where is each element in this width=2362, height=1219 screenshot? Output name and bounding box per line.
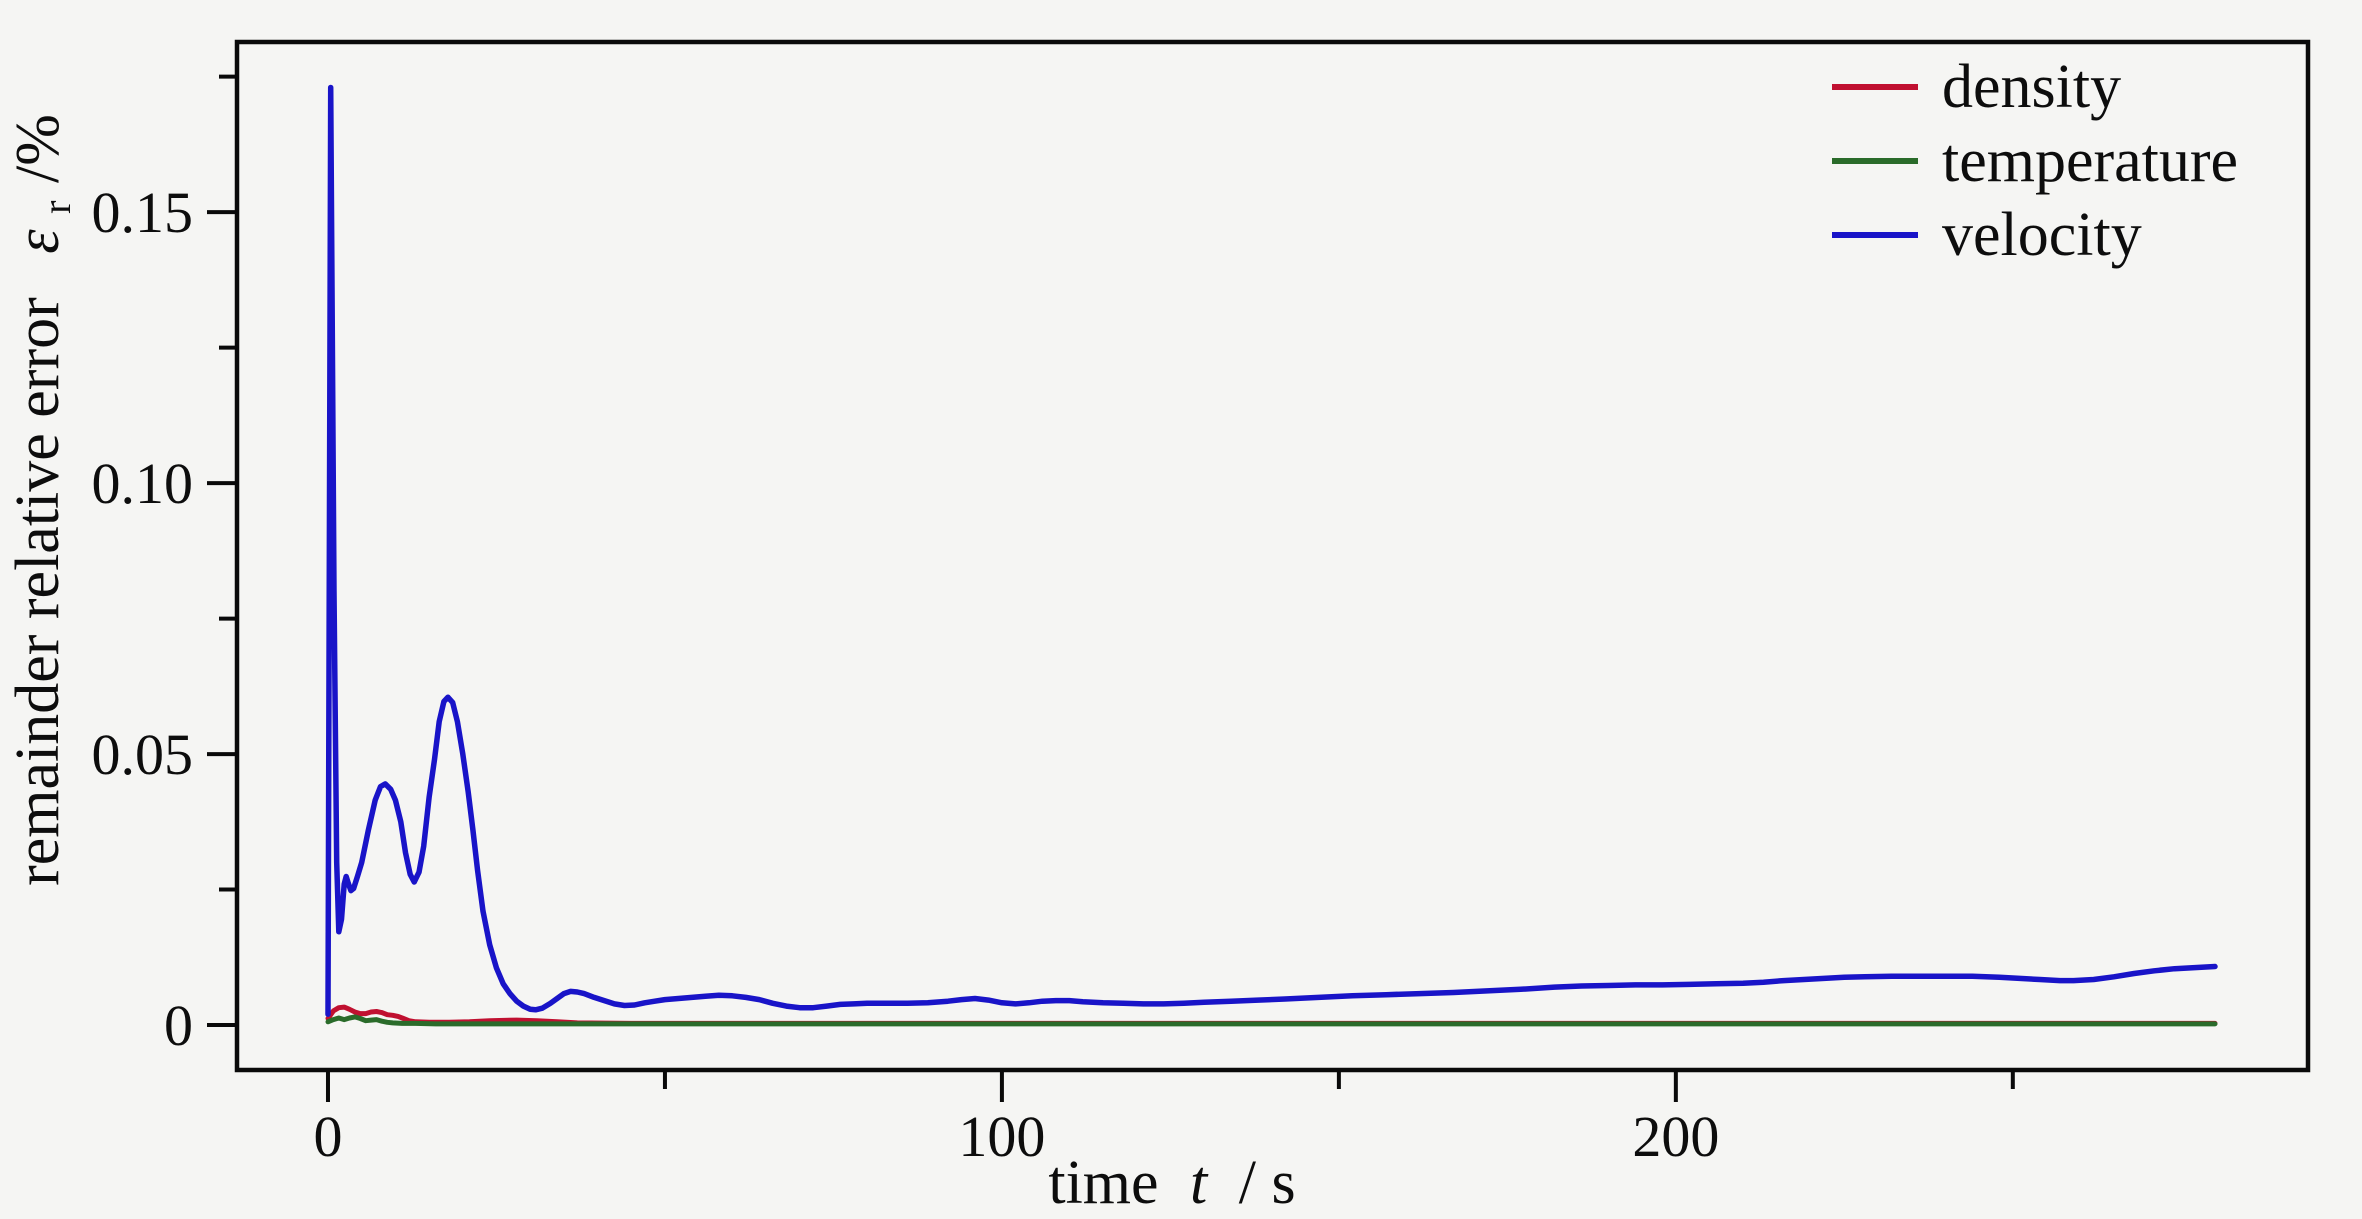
y-axis-title-symbol-subscript: r xyxy=(34,200,79,213)
legend: density temperature velocity xyxy=(1832,50,2238,272)
y-tick-label: 0 xyxy=(164,993,193,1058)
axes-frame xyxy=(234,39,2311,1073)
y-tick-label: 0.10 xyxy=(92,451,194,516)
legend-label-density: density xyxy=(1942,53,2122,121)
x-axis-title-suffix: / s xyxy=(1239,1149,1296,1217)
legend-entry-density: density xyxy=(1832,50,2238,124)
legend-label-velocity: velocity xyxy=(1942,201,2142,269)
y-tick-label: 0.15 xyxy=(92,180,194,245)
x-tick-label: 0 xyxy=(313,1104,342,1169)
y-tick-label: 0.05 xyxy=(92,722,194,787)
series-line-velocity xyxy=(325,84,2218,1017)
legend-entry-temperature: temperature xyxy=(1832,124,2238,198)
density-line-swatch xyxy=(1832,84,1918,90)
y-axis-title-prefix: remainder relative error xyxy=(4,297,72,886)
x-axis-title: time t / s xyxy=(1048,1149,1295,1217)
series-line-temperature xyxy=(325,1014,2218,1027)
temperature-line-swatch xyxy=(1832,158,1918,164)
x-tick-label: 100 xyxy=(958,1104,1045,1169)
y-axis-title-suffix: /% xyxy=(4,114,72,183)
velocity-line-swatch xyxy=(1832,232,1918,238)
legend-entry-velocity: velocity xyxy=(1832,198,2238,272)
y-axis-title: remainder relative error ε r /% xyxy=(4,114,84,886)
legend-label-temperature: temperature xyxy=(1942,127,2239,195)
x-tick-label: 200 xyxy=(1632,1104,1719,1169)
x-axis-title-prefix: time xyxy=(1048,1149,1158,1217)
series-line-density xyxy=(325,1004,2218,1026)
x-axis-title-symbol: t xyxy=(1190,1149,1209,1217)
y-axis-title-symbol: ε xyxy=(4,229,72,254)
